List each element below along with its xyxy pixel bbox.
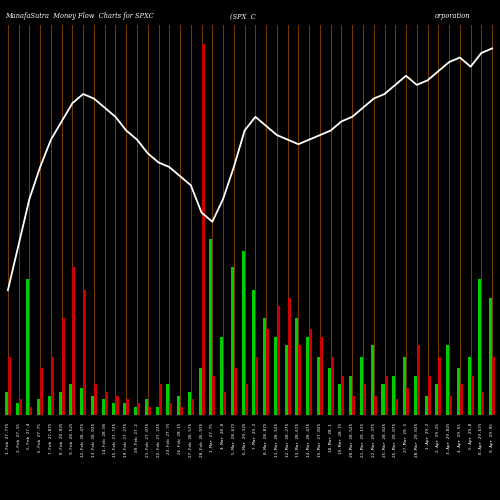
Bar	[102, 400, 104, 415]
Bar	[252, 290, 256, 415]
Bar	[148, 407, 151, 415]
Bar	[468, 356, 470, 415]
Bar	[40, 368, 43, 415]
Bar	[478, 278, 482, 415]
Bar	[62, 318, 64, 415]
Bar	[482, 392, 484, 415]
Bar	[104, 392, 108, 415]
Bar	[417, 345, 420, 415]
Bar	[374, 396, 377, 415]
Bar	[244, 384, 248, 415]
Bar	[298, 345, 302, 415]
Bar	[470, 376, 474, 415]
Bar	[424, 396, 428, 415]
Bar	[70, 384, 72, 415]
Bar	[26, 278, 30, 415]
Bar	[392, 376, 396, 415]
Bar	[449, 396, 452, 415]
Bar	[51, 356, 54, 415]
Bar	[188, 392, 191, 415]
Bar	[263, 318, 266, 415]
Bar	[123, 404, 126, 415]
Text: orporation: orporation	[435, 12, 470, 20]
Bar	[18, 400, 22, 415]
Bar	[284, 345, 288, 415]
Bar	[428, 376, 430, 415]
Bar	[360, 356, 363, 415]
Bar	[126, 400, 130, 415]
Bar	[158, 384, 162, 415]
Bar	[112, 404, 116, 415]
Bar	[202, 44, 204, 415]
Bar	[382, 384, 384, 415]
Bar	[48, 396, 51, 415]
Bar	[309, 329, 312, 415]
Bar	[363, 384, 366, 415]
Bar	[220, 337, 223, 415]
Bar	[414, 376, 417, 415]
Bar	[223, 392, 226, 415]
Text: (SPX  C: (SPX C	[230, 12, 256, 20]
Bar	[330, 356, 334, 415]
Bar	[198, 368, 202, 415]
Bar	[436, 384, 438, 415]
Bar	[446, 345, 449, 415]
Bar	[317, 356, 320, 415]
Bar	[492, 356, 495, 415]
Bar	[489, 298, 492, 415]
Bar	[370, 345, 374, 415]
Bar	[457, 368, 460, 415]
Text: ManafaSutra  Money Flow  Charts for SPXC: ManafaSutra Money Flow Charts for SPXC	[5, 12, 154, 20]
Bar	[8, 356, 11, 415]
Bar	[277, 306, 280, 415]
Bar	[212, 376, 216, 415]
Bar	[58, 392, 61, 415]
Bar	[349, 376, 352, 415]
Bar	[242, 251, 244, 415]
Bar	[338, 384, 342, 415]
Bar	[352, 396, 355, 415]
Bar	[256, 356, 258, 415]
Bar	[460, 384, 463, 415]
Bar	[342, 376, 344, 415]
Bar	[30, 407, 32, 415]
Bar	[406, 388, 409, 415]
Bar	[191, 400, 194, 415]
Bar	[328, 368, 330, 415]
Bar	[180, 407, 183, 415]
Bar	[210, 240, 212, 415]
Bar	[83, 290, 86, 415]
Bar	[134, 407, 137, 415]
Bar	[384, 376, 388, 415]
Bar	[166, 384, 170, 415]
Bar	[170, 404, 172, 415]
Bar	[234, 368, 237, 415]
Bar	[396, 400, 398, 415]
Bar	[274, 337, 277, 415]
Bar	[438, 356, 442, 415]
Bar	[116, 396, 118, 415]
Bar	[5, 392, 8, 415]
Bar	[266, 329, 269, 415]
Bar	[37, 400, 40, 415]
Bar	[72, 267, 76, 415]
Bar	[288, 298, 290, 415]
Bar	[91, 396, 94, 415]
Bar	[306, 337, 309, 415]
Bar	[16, 404, 18, 415]
Bar	[156, 407, 158, 415]
Bar	[177, 396, 180, 415]
Bar	[80, 388, 83, 415]
Bar	[320, 337, 323, 415]
Bar	[145, 400, 148, 415]
Bar	[296, 318, 298, 415]
Bar	[403, 356, 406, 415]
Bar	[137, 404, 140, 415]
Bar	[231, 267, 234, 415]
Bar	[94, 384, 97, 415]
